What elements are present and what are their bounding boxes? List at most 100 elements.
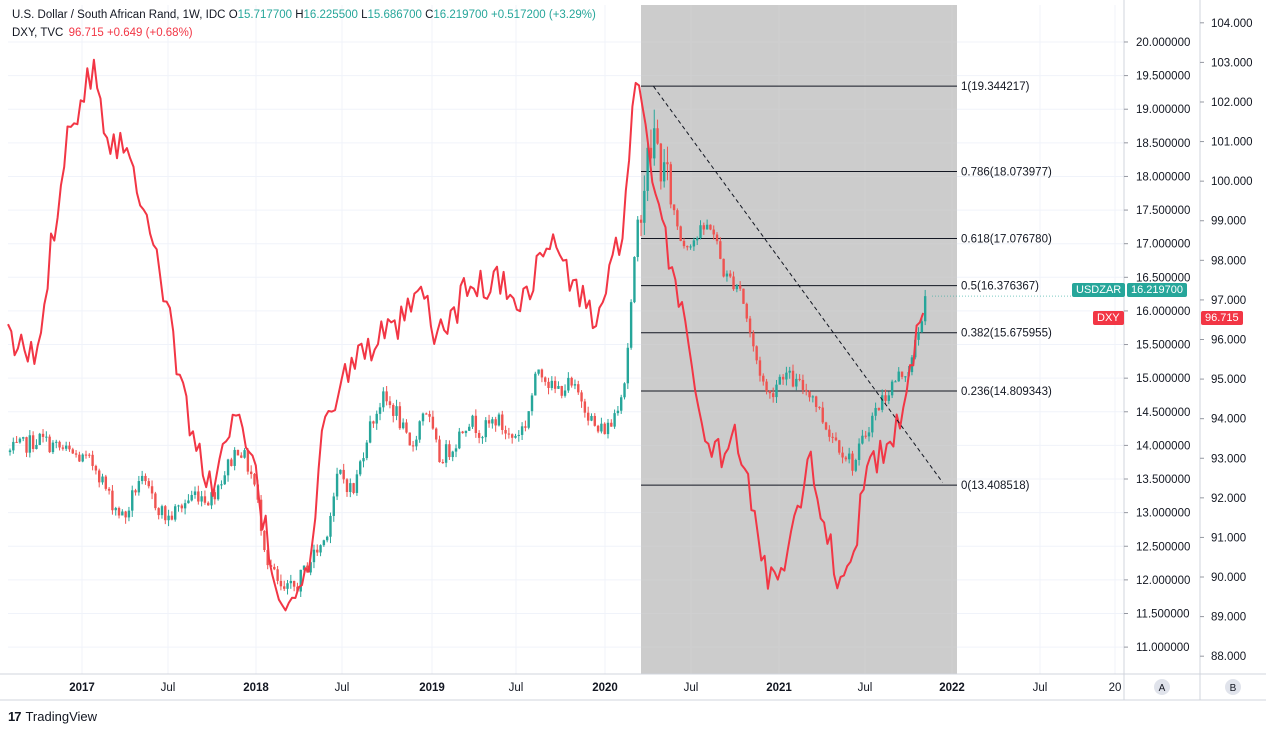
price-tick-label: 12.500000 <box>1136 541 1190 553</box>
usdzar-candle-body <box>71 449 74 454</box>
price-tick-label: 14.000000 <box>1136 440 1190 452</box>
usdzar-candle-body <box>84 454 88 456</box>
usdzar-candle-body <box>117 507 121 516</box>
usdzar-candle-body <box>811 396 815 398</box>
fib-level-label: 0.236(14.809343) <box>961 386 1052 398</box>
usdzar-candle-body <box>520 426 524 435</box>
usdzar-candle-body <box>8 450 12 453</box>
usdzar-candle-body <box>438 439 441 463</box>
usdzar-candle-body <box>487 420 491 424</box>
usdzar-candle-body <box>805 389 808 392</box>
usdzar-candle-body <box>841 452 844 458</box>
usdzar-candle-body <box>762 375 765 382</box>
price-tick-label: 104.000 <box>1211 18 1253 30</box>
usdzar-candle-body <box>712 229 715 235</box>
usdzar-candle-body <box>742 288 745 304</box>
dxy-label-badge: DXY <box>1093 311 1124 325</box>
usdzar-candle-body <box>263 530 266 551</box>
price-tick-label: 88.000 <box>1211 651 1246 663</box>
usdzar-candle-body <box>900 371 904 377</box>
main-series-legend: U.S. Dollar / South African Rand, 1W, ID… <box>12 9 596 21</box>
tradingview-logo-icon: 17 <box>8 709 22 724</box>
usdzar-candle-body <box>193 491 197 495</box>
usdzar-candle-body <box>567 377 570 391</box>
main-symbol: U.S. Dollar / South African Rand, 1W, ID… <box>12 9 226 21</box>
price-tick-label: 12.000000 <box>1136 575 1190 587</box>
low-value: 15.686700 <box>367 9 422 21</box>
high-value: 16.225500 <box>303 9 358 21</box>
usdzar-candle-body <box>510 434 514 438</box>
usdzar-candle-body <box>824 422 828 430</box>
usdzar-candle-body <box>557 385 560 389</box>
usdzar-candle-body <box>322 540 326 546</box>
usdzar-candle-body <box>755 346 758 361</box>
usdzar-candle-body <box>583 401 587 413</box>
usdzar-candle-body <box>240 455 243 458</box>
usdzar-candle-body <box>15 441 18 443</box>
usdzar-candle-body <box>626 347 630 384</box>
usdzar-candle-body <box>395 406 398 416</box>
usdzar-candle-body <box>167 515 170 521</box>
usdzar-candle-body <box>596 425 600 432</box>
dxy-price-badge: 96.715 <box>1201 311 1243 325</box>
usdzar-candle-body <box>791 370 795 387</box>
usdzar-candle-body <box>563 390 567 396</box>
usdzar-candle-body <box>207 502 210 506</box>
usdzar-candle-body <box>88 454 91 456</box>
usdzar-candle-body <box>94 465 98 471</box>
trendline-dashed <box>653 86 943 483</box>
usdzar-candle-body <box>758 360 762 376</box>
usdzar-candle-body <box>411 445 415 447</box>
overlay-change: +0.649 (+0.68%) <box>106 27 193 39</box>
usdzar-candle-body <box>897 371 900 382</box>
usdzar-candle-body <box>385 391 388 402</box>
usdzar-candle-body <box>844 457 848 460</box>
price-tick-label: 14.500000 <box>1136 407 1190 419</box>
usdzar-candle-body <box>636 219 639 257</box>
usdzar-candle-body <box>38 433 41 445</box>
usdzar-candle-body <box>213 492 217 500</box>
usdzar-candle-body <box>61 447 65 449</box>
fib-level-label: 0.786(18.073977) <box>961 166 1052 178</box>
usdzar-candle-body <box>586 412 590 421</box>
usdzar-candle-body <box>45 436 48 438</box>
usdzar-candle-body <box>127 510 131 518</box>
usdzar-candle-body <box>362 458 365 462</box>
usdzar-candle-body <box>904 376 907 378</box>
usdzar-candle-body <box>382 391 385 408</box>
price-tick-label: 11.500000 <box>1136 608 1190 620</box>
usdzar-candle-body <box>302 565 306 570</box>
usdzar-candle-body <box>246 450 250 472</box>
usdzar-candle-body <box>745 303 748 319</box>
fib-level-label: 1(19.344217) <box>961 81 1030 93</box>
price-tick-label: 92.000 <box>1211 493 1246 505</box>
usdzar-candle-body <box>144 475 147 482</box>
usdzar-candle-body <box>243 450 246 458</box>
usdzar-candle-body <box>857 443 861 460</box>
usdzar-candle-body <box>150 486 154 494</box>
usdzar-candle-body <box>190 494 193 501</box>
usdzar-candle-body <box>699 225 702 239</box>
usdzar-candle-body <box>867 432 871 437</box>
usdzar-candle-body <box>372 421 375 424</box>
fib-level-label: 0.618(17.076780) <box>961 234 1052 246</box>
time-tick-label: 2019 <box>419 682 445 694</box>
usdzar-candle-body <box>894 381 897 383</box>
axis-button-a[interactable]: A <box>1154 679 1170 695</box>
axis-button-b[interactable]: B <box>1225 679 1241 695</box>
usdzar-candle-body <box>775 384 778 398</box>
usdzar-candle-body <box>732 276 735 290</box>
price-tick-label: 15.500000 <box>1136 340 1190 352</box>
tradingview-brand[interactable]: 17 TradingView <box>8 709 97 724</box>
usdzar-candle-body <box>606 422 610 435</box>
usdzar-candle-body <box>524 426 527 428</box>
usdzar-candle-body <box>187 500 190 504</box>
usdzar-candle-body <box>51 442 55 453</box>
usdzar-candle-body <box>137 481 141 493</box>
usdzar-candle-body <box>649 147 653 159</box>
usdzar-candle-body <box>170 515 174 520</box>
usdzar-candle-body <box>226 459 230 476</box>
usdzar-candle-body <box>798 378 801 380</box>
